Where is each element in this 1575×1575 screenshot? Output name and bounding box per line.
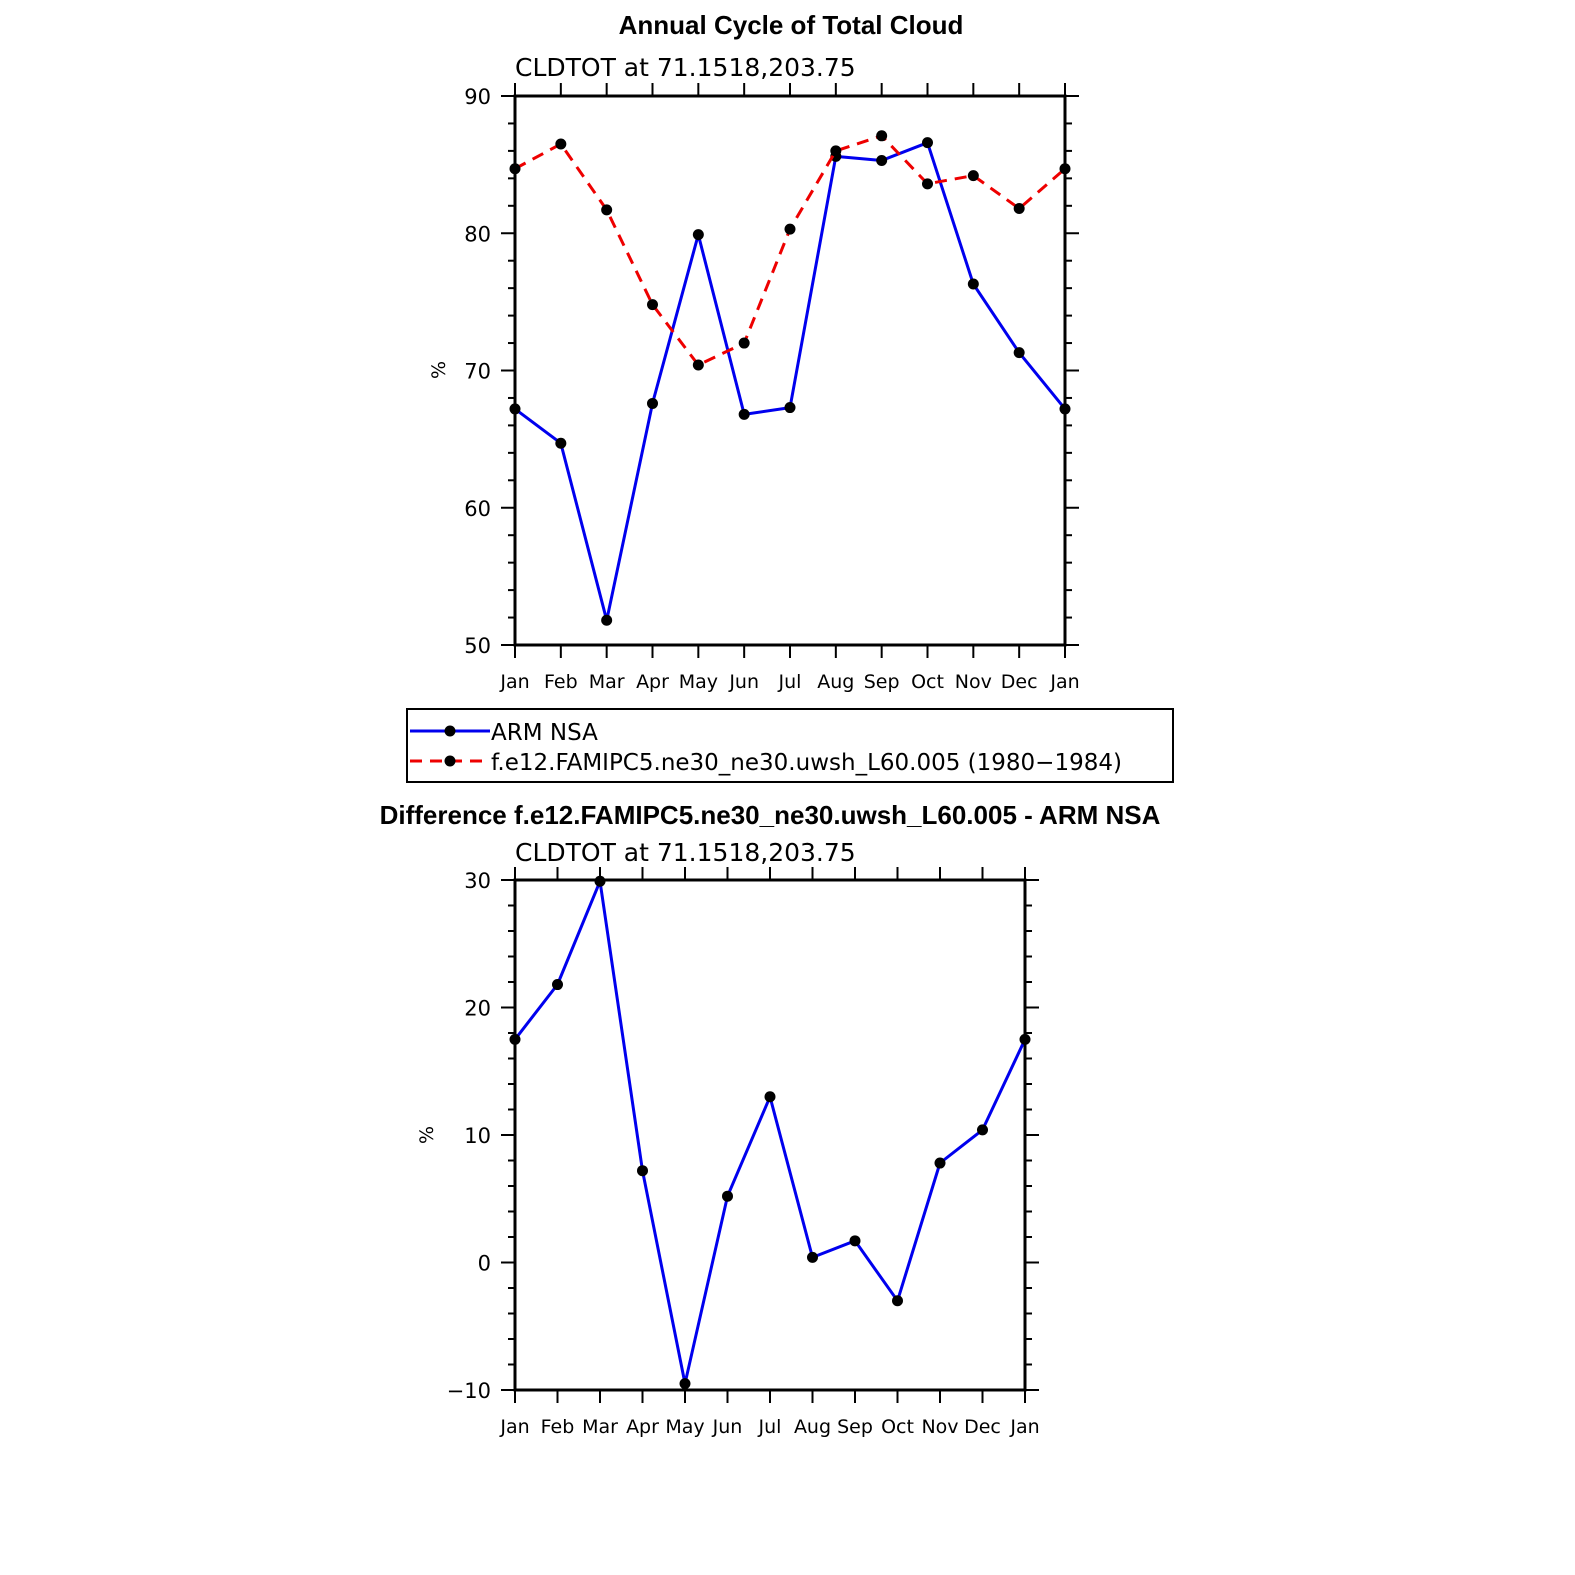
x-tick-label-apr: Apr (636, 671, 669, 693)
x-tick-label-apr: Apr (626, 1416, 659, 1438)
y-tick-label: 90 (464, 85, 491, 109)
data-point-s0-3 (637, 1165, 648, 1177)
data-point-s0-0 (509, 403, 521, 415)
x-tick-label-jan: Jan (1049, 671, 1079, 693)
difference-chart: Difference f.e12.FAMIPC5.ne30_ne30.uwsh_… (380, 800, 1161, 1438)
y-axis-label: % (416, 1126, 438, 1144)
x-tick-label-dec: Dec (1001, 671, 1038, 693)
series-line-0 (513, 879, 1027, 1386)
data-point-s0-8 (876, 155, 888, 167)
data-point-s0-3 (647, 397, 658, 409)
data-point-s0-10 (934, 1157, 946, 1169)
legend-label-0: ARM NSA (491, 720, 598, 746)
x-tick-label-feb: Feb (544, 671, 578, 693)
data-point-s1-10 (967, 170, 979, 182)
data-point-s0-4 (679, 1378, 691, 1390)
x-tick-label-jan: Jan (499, 1416, 529, 1438)
plot-frame (513, 878, 1027, 1392)
data-point-s1-7 (830, 145, 842, 157)
data-point-s0-6 (784, 402, 796, 414)
x-tick-label-nov: Nov (921, 1416, 958, 1438)
data-point-s0-5 (738, 408, 750, 420)
x-tick-label-jan: Jan (499, 671, 529, 693)
data-point-s0-11 (1013, 347, 1025, 359)
data-point-s1-3 (647, 299, 658, 311)
x-tick-label-aug: Aug (794, 1416, 831, 1438)
data-point-s1-8 (876, 130, 888, 142)
x-tick-label-mar: Mar (582, 1416, 618, 1438)
x-tick-label-jan: Jan (1009, 1416, 1039, 1438)
data-point-s0-9 (892, 1295, 903, 1307)
plot-frame (513, 94, 1067, 647)
data-point-s0-4 (692, 229, 704, 241)
data-point-s1-9 (922, 178, 933, 190)
x-tick-label-nov: Nov (955, 671, 992, 693)
chart-subtitle: CLDTOT at 71.1518,203.75 (515, 53, 856, 82)
data-point-s1-6 (784, 223, 796, 235)
data-point-s1-5 (738, 337, 750, 349)
chart-title: Annual Cycle of Total Cloud (619, 10, 964, 40)
chart-title: Difference f.e12.FAMIPC5.ne30_ne30.uwsh_… (380, 800, 1161, 830)
data-point-s1-0 (509, 163, 521, 175)
chart-subtitle: CLDTOT at 71.1518,203.75 (515, 838, 856, 867)
data-point-s0-11 (977, 1124, 988, 1136)
data-point-s0-2 (601, 614, 613, 626)
x-tick-label-oct: Oct (911, 671, 944, 693)
x-tick-label-sep: Sep (864, 671, 900, 693)
x-tick-label-dec: Dec (964, 1416, 1001, 1438)
data-point-s0-0 (509, 1033, 521, 1045)
y-tick-label: 50 (464, 634, 491, 658)
x-tick-label-may: May (679, 671, 718, 693)
data-point-s1-4 (692, 359, 704, 371)
series-line-1 (514, 134, 1066, 367)
legend-label-1: f.e12.FAMIPC5.ne30_ne30.uwsh_L60.005 (19… (491, 750, 1122, 776)
y-tick-label: 60 (464, 497, 491, 521)
y-tick-label: 10 (464, 1124, 491, 1148)
data-point-s0-1 (555, 437, 567, 449)
y-tick-label: 0 (478, 1252, 491, 1276)
x-tick-label-jun: Jun (712, 1416, 743, 1438)
legend-marker-1 (444, 755, 456, 767)
data-point-s0-9 (922, 137, 933, 149)
x-tick-label-feb: Feb (541, 1416, 575, 1438)
data-point-s1-2 (601, 204, 613, 216)
y-tick-label: −10 (447, 1379, 491, 1403)
x-tick-label-aug: Aug (817, 671, 854, 693)
x-tick-label-jul: Jul (758, 1416, 782, 1438)
data-point-s0-8 (849, 1235, 861, 1247)
y-tick-label: 80 (464, 222, 491, 246)
y-tick-label: 30 (464, 869, 491, 893)
x-tick-label-oct: Oct (881, 1416, 914, 1438)
data-point-s1-11 (1013, 203, 1025, 215)
data-point-s0-2 (594, 875, 606, 887)
x-tick-label-mar: Mar (589, 671, 625, 693)
x-tick-label-jun: Jun (728, 671, 759, 693)
data-point-s0-10 (967, 278, 979, 290)
y-tick-label: 20 (464, 997, 491, 1021)
y-tick-label: 70 (464, 360, 491, 384)
legend-marker-0 (444, 725, 456, 737)
data-point-s0-6 (764, 1091, 776, 1103)
legend-box (406, 708, 1174, 783)
data-point-s0-12 (1059, 403, 1071, 415)
legend: ARM NSA f.e12.FAMIPC5.ne30_ne30.uwsh_L60.… (406, 708, 1174, 783)
data-point-s0-5 (722, 1190, 733, 1202)
y-axis-label: % (428, 361, 450, 379)
data-point-s1-12 (1059, 163, 1071, 175)
data-point-s0-12 (1019, 1033, 1031, 1045)
annual-cycle-chart: Annual Cycle of Total Cloud CLDTOT at 71.… (428, 10, 1080, 693)
x-tick-label-jul: Jul (778, 671, 802, 693)
x-tick-label-may: May (665, 1416, 704, 1438)
series-line-0 (514, 141, 1067, 622)
x-tick-label-sep: Sep (837, 1416, 873, 1438)
data-point-s0-1 (552, 979, 563, 991)
data-point-s1-1 (555, 138, 567, 150)
data-point-s0-7 (807, 1251, 818, 1263)
